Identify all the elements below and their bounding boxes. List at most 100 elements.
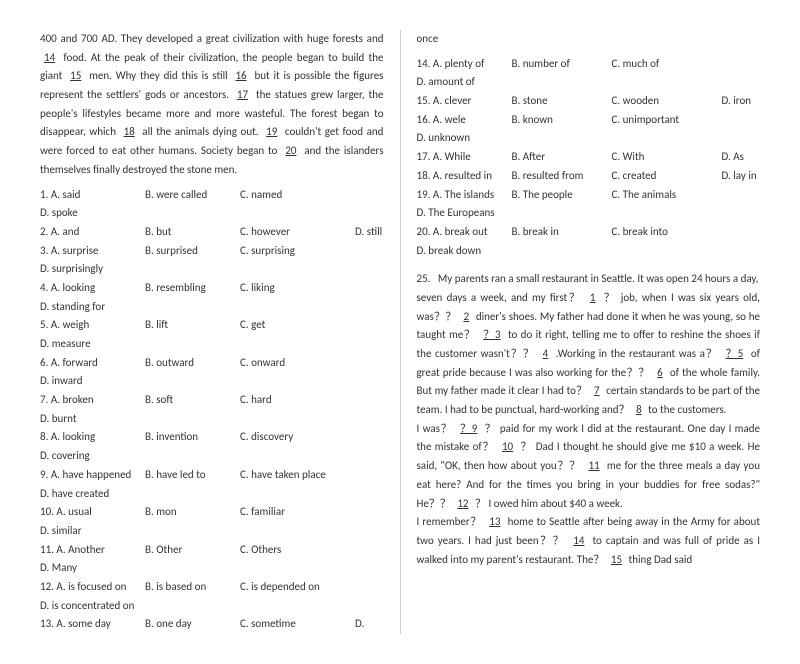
opt-a: 14. A. plenty of [417,55,512,74]
blank2-5: ？5 [722,347,748,360]
opt-c: C. named [240,186,355,205]
opt-b: B. but [145,223,240,242]
opt-d: D. amount of [417,73,475,92]
blank4-14: 14 [569,534,588,547]
opt-a: 6. A. forward [40,354,145,373]
opt-d: D. still [355,223,382,242]
passage-4: I remember？ 13 home to Seattle after bei… [417,513,761,569]
blank4-13: 13 [485,515,504,528]
option-row-9: 9. A. have happenedB. have led toC. have… [40,466,384,503]
opt-b: B. number of [512,55,612,74]
text: to the customers. [648,403,726,416]
opt-c: C. liking [240,279,355,298]
opt-c: C. onward [240,354,355,373]
opt-d: D. surprisingly [40,260,103,279]
blank-14: 14 [40,51,59,64]
blank2-8: 8 [632,403,646,416]
opt-c: C. surprising [240,242,355,261]
continued-word: once [417,30,761,49]
opt-a: 20. A. break out [417,223,512,242]
opt-a: 16. A. wele [417,111,512,130]
opt-c: C. however [240,223,355,242]
opt-b: B. were called [145,186,240,205]
opt-b: B. known [512,111,612,130]
opt-a: 9. A. have happened [40,466,145,485]
option-row-10: 10. A. usualB. monC. familiarD. similar [40,503,384,540]
blank2-4: 4 [539,347,553,360]
option-row-7: 7. A. brokenB. softC. hardD. burnt [40,391,384,428]
opt-c: C. wooden [612,92,722,111]
opt-b: B. one day [145,615,240,634]
opt-d: D. covering [40,447,90,466]
opt-b: B. break in [512,223,612,242]
passage-2: seven days a week, and my first？ 1 ？ job… [417,289,761,420]
opt-a: 4. A. looking [40,279,145,298]
option-row-19: 19. A. The islandsB. The peopleC. The an… [417,186,761,223]
text: ？ I owed him about $40 a week. [475,497,623,510]
option-row-15: 15. A. cleverB. stoneC. woodenD. iron [417,92,761,111]
opt-d: D. standing for [40,298,105,317]
opt-b: B. resulted from [512,167,612,186]
opt-a: 18. A. resulted in [417,167,512,186]
opt-b: B. resembling [145,279,240,298]
blank2-6: 6 [653,366,667,379]
text: men. Why they did this is still [89,69,231,82]
option-row-6: 6. A. forwardB. outwardC. onwardD. inwar… [40,354,384,391]
passage-1: 400 and 700 AD. They developed a great c… [40,30,384,180]
option-row-11: 11. A. AnotherB. OtherC. OthersD. Many [40,541,384,578]
opt-a: 8. A. looking [40,428,145,447]
option-row-2: 2. A. andB. butC. howeverD. still [40,223,384,242]
option-row-12: 12. A. is focused onB. is based onC. is … [40,578,384,615]
text: all the animals dying out. [142,125,262,138]
opt-d: D. iron [722,92,752,111]
blank3-9: ？9 [456,422,481,435]
opt-c: C. familiar [240,503,355,522]
opt-b: B. The people [512,186,612,205]
opt-d: D. burnt [40,410,77,429]
option-row-20: 20. A. break outB. break inC. break into… [417,223,761,260]
blank3-12: 12 [453,497,472,510]
opt-a: 17. A. While [417,148,512,167]
q25-header: 25. My parents ran a small restaurant in… [417,270,761,289]
opt-a: 13. A. some day [40,615,145,634]
blank2-7: 7 [590,384,604,397]
option-row-3: 3. A. surpriseB. surprisedC. surprisingD… [40,242,384,279]
option-row-13: 13. A. some dayB. one dayC. sometimeD. [40,615,384,634]
option-row-8: 8. A. lookingB. inventionC. discoveryD. … [40,428,384,465]
opt-a: 12. A. is focused on [40,578,145,597]
opt-a: 11. A. Another [40,541,145,560]
opt-a: 10. A. usual [40,503,145,522]
blank-16: 16 [231,69,250,82]
blank2-1: 1 [586,291,600,304]
text: seven days a week, and my first？ [417,291,582,304]
q25-intro: My parents ran a small restaurant in Sea… [438,272,758,285]
opt-c: C. With [612,148,722,167]
opt-b: B. After [512,148,612,167]
opt-d: D. lay in [722,167,757,186]
opt-d: D. measure [40,335,91,354]
opt-a: 2. A. and [40,223,145,242]
text: .Working in the restaurant was a？ [556,347,718,360]
opt-b: B. soft [145,391,240,410]
blank3-10: 10 [498,440,517,453]
option-row-1: 1. A. saidB. were calledC. namedD. spoke [40,186,384,223]
opt-c: C. have taken place [240,466,355,485]
two-column-layout: 400 and 700 AD. They developed a great c… [40,30,760,634]
text: I was？ [417,422,453,435]
opt-d: D. The Europeans [417,204,495,223]
opt-d: D. spoke [40,204,78,223]
opt-b: B. is based on [145,578,240,597]
blank2-2: 2 [459,310,473,323]
left-column: 400 and 700 AD. They developed a great c… [40,30,384,634]
text: 400 and 700 AD. They developed a great c… [40,32,384,45]
opt-b: B. Other [145,541,240,560]
opt-d: D. inward [40,372,82,391]
blank4-15: 15 [607,553,626,566]
opt-d: D. Many [40,559,77,578]
opt-c: C. discovery [240,428,355,447]
option-row-14: 14. A. plenty ofB. number ofC. much ofD.… [417,55,761,92]
option-row-5: 5. A. weighB. liftC. getD. measure [40,316,384,353]
opt-d: D. [355,615,364,634]
opt-a: 3. A. surprise [40,242,145,261]
blank-19: 19 [262,125,281,138]
